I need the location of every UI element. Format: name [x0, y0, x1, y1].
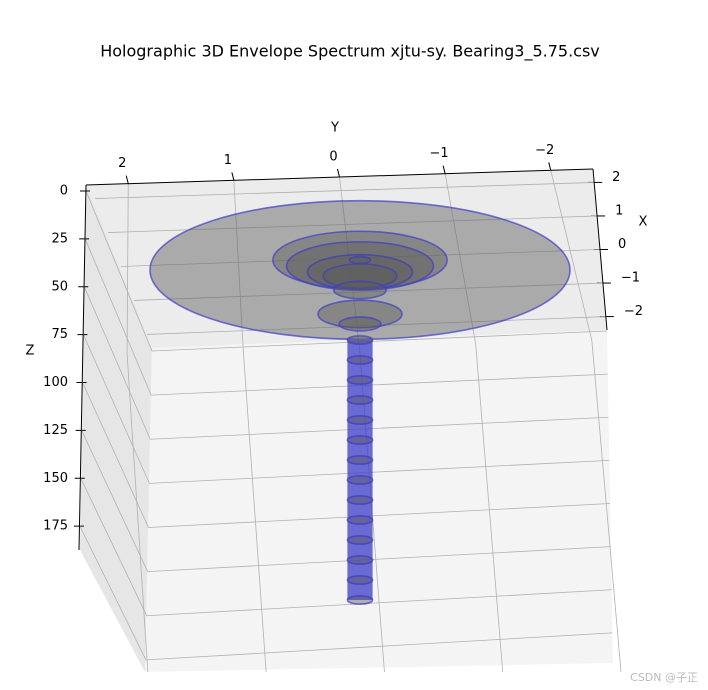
grid-line: [120, 249, 601, 267]
ring: [346, 555, 374, 565]
ring: [346, 395, 374, 405]
z-tick-label: 125: [43, 423, 68, 438]
grid-line: [79, 525, 613, 661]
ring: [338, 316, 382, 332]
tube-segment: [347, 360, 373, 380]
x-tick-label: −2: [624, 304, 643, 319]
tube-segment: [347, 420, 373, 440]
x-tick-label: −1: [621, 271, 640, 286]
x-tick-label: 1: [615, 203, 623, 218]
z-axis-label: Z: [26, 344, 35, 359]
y-tick: [548, 162, 552, 171]
tube-segment: [347, 560, 373, 580]
y-tick-label: −2: [535, 143, 554, 158]
ring: [317, 299, 403, 329]
grid-line: [83, 334, 610, 484]
y-tick-label: 2: [118, 156, 126, 171]
grid-line: [444, 173, 504, 673]
y-tick: [442, 165, 446, 174]
tube-segment: [347, 340, 373, 360]
grid-line: [233, 180, 267, 673]
tube-segment: [347, 480, 373, 500]
ring: [346, 375, 374, 385]
y-axis-label: Y: [330, 121, 339, 136]
x-tick-label: 0: [618, 237, 626, 252]
ring: [346, 475, 374, 485]
z-tick-label: 25: [51, 231, 68, 246]
ring: [348, 255, 372, 265]
ring: [346, 575, 374, 585]
ring: [346, 535, 374, 545]
grid-line: [133, 282, 603, 301]
ring: [346, 415, 374, 425]
ring: [346, 435, 374, 445]
z-tick-label: 75: [51, 327, 68, 342]
z-tick-label: 150: [43, 471, 68, 486]
ring: [346, 455, 374, 465]
ring: [346, 515, 374, 525]
ring: [346, 355, 374, 365]
x-axis-label: X: [639, 215, 648, 230]
ring: [346, 595, 374, 605]
z-tick-label: 100: [43, 375, 68, 390]
ring: [332, 280, 388, 300]
y-tick: [231, 172, 235, 181]
tube-segment: [347, 500, 373, 520]
y-axis-line: [85, 168, 594, 186]
ring: [306, 253, 414, 291]
grid-line: [82, 382, 611, 528]
y-tick-label: 0: [329, 150, 337, 165]
y-tick-label: 1: [224, 153, 232, 168]
grid-line: [84, 238, 608, 396]
ring: [149, 199, 571, 341]
z-tick-label: 50: [51, 279, 68, 294]
tube-segment: [347, 580, 373, 600]
y-tick-label: −1: [430, 146, 449, 161]
ring: [346, 495, 374, 505]
y-tick: [125, 175, 129, 184]
grid-line: [83, 286, 609, 440]
x-tick-label: 2: [612, 170, 620, 185]
tube-segment: [347, 400, 373, 420]
grid-line: [550, 170, 622, 673]
watermark: CSDN @子正: [630, 671, 698, 684]
tube-segment: [347, 460, 373, 480]
tube-segment: [347, 440, 373, 460]
chart-title: Holographic 3D Envelope Spectrum xjtu-sy…: [100, 42, 600, 62]
tube-segment: [347, 540, 373, 560]
tube-segment: [347, 380, 373, 400]
z-axis-line: [78, 184, 87, 551]
z-tick-label: 0: [60, 184, 68, 199]
grid-line: [95, 182, 595, 199]
grid-line: [81, 430, 611, 573]
grid-line: [80, 478, 612, 617]
front-pane: [145, 330, 613, 672]
ring: [346, 335, 374, 345]
y-tick: [337, 168, 340, 178]
grid-line: [126, 183, 149, 673]
tube-segment: [347, 520, 373, 540]
x-axis-line: [592, 168, 608, 331]
z-tick-label: 175: [43, 519, 68, 534]
grid-line: [85, 190, 608, 352]
grid-line: [146, 316, 606, 335]
